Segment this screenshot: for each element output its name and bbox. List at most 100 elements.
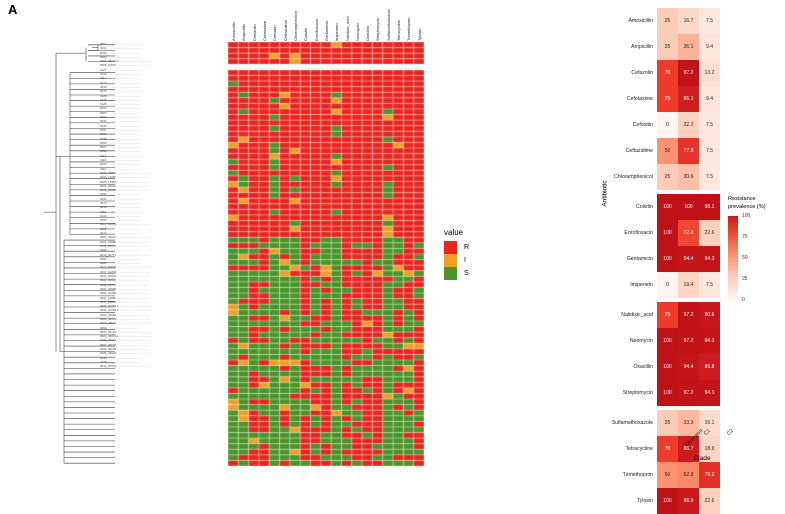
heatmap-b-row-label: Ceftazidime [625, 148, 653, 154]
heatmap-b-x-label: C1 [702, 428, 712, 437]
tree-tip-label: 0105 ·································· [100, 97, 140, 102]
tree-tip-label: 0018 ·································· [100, 205, 140, 210]
tree-tip-label: 0067 ·································· [100, 115, 140, 120]
heatmap-b-row: Ampicillin 25 36.1 9.4 [600, 34, 721, 60]
heatmap-b-cell: 22.2 [677, 112, 699, 138]
heatmap-b-cell: 97.2 [677, 60, 699, 86]
heatmap-b-row: Nalidixic_acid 75 97.2 90.6 [600, 302, 721, 328]
heatmap-b-cell: 86.7 [677, 436, 699, 462]
heatmap-b-row: Gentamicin 100 94.4 94.3 [600, 246, 721, 272]
tree-tip-label: 0026_14066 ·····························… [100, 175, 150, 180]
tree-tip-label: 0074 ·································· [100, 200, 140, 205]
heatmap-b-cell: 86.1 [677, 86, 699, 112]
resistance-legend-tick: 50 [742, 255, 748, 261]
value-legend-label: R [464, 244, 470, 251]
tree-tip-label: 0112 ·································· [100, 209, 140, 214]
tree-tip-label: 0002_09991 ·····························… [100, 278, 150, 283]
tree-tip-label: 0006_00005 ·····························… [100, 347, 150, 352]
tree-svg [44, 44, 115, 464]
tree-tip-label: 0006_04239-2 ···························… [100, 308, 153, 313]
heatmap-b-row: Cefoxitin 0 22.2 7.5 [600, 112, 721, 138]
tree-tip-label: 0101 ·································· [100, 46, 140, 51]
heatmap-b-cell: 13.2 [699, 60, 721, 86]
tree-tip-label: 0130 ·································· [100, 355, 140, 360]
tree-tip-label: 0047 ·································· [100, 127, 140, 132]
panel-a-label: A [8, 2, 18, 17]
heatmap-a-column-header: Streptomycin [375, 17, 381, 41]
heatmap-a-canvas [228, 42, 424, 466]
tree-tip-label: 0038 ·································· [100, 136, 140, 141]
tree-tip-label: 0032 ·································· [100, 123, 140, 128]
resistance-legend-tick: 75 [742, 234, 748, 240]
heatmap-b-x-label: Divergent [684, 428, 705, 448]
panel-b-x-axis-title: Clade [693, 455, 711, 462]
value-legend-label: S [464, 270, 469, 277]
heatmap-b-cell: 100 [656, 328, 678, 354]
heatmap-b-row-label: Cefoxitin [632, 122, 653, 128]
tree-tip-label: 0070 ·································· [100, 89, 140, 94]
heatmap-b-cell: 7.5 [699, 164, 721, 190]
tree-tip-label: 0217_11806 ·····························… [100, 299, 150, 304]
tree-tip-label: 0053 ·································· [100, 54, 140, 59]
resistance-legend-gradient-wrap: 100 75 50 25 0 [728, 213, 780, 303]
heatmap-a-column-header: Ceftazidime [282, 19, 288, 41]
heatmap-b-cell: 0 [656, 112, 678, 138]
tree-tip-label: 0002_09659 ·····························… [100, 222, 150, 227]
heatmap-a-column-header: Oxacillin [365, 25, 371, 41]
heatmap-a-column-header: Cefoxitin [272, 25, 278, 41]
heatmap-a-column-header: Neomycin [354, 23, 360, 41]
heatmap-b-cell: 100 [677, 194, 699, 220]
tree-tip-label: 0004_04023-1 ···························… [100, 334, 153, 339]
tree-tip-label: 0006_01556 ·····························… [100, 291, 150, 296]
figure-root: A 0052 ·································… [8, 2, 780, 514]
heatmap-b-cell: 100 [656, 246, 678, 272]
heatmap-b-cell: 97.2 [677, 328, 699, 354]
heatmap-b-cell: 88.9 [677, 488, 699, 514]
tree-tip-label: 0066 ·································· [100, 132, 140, 137]
heatmap-a-column-header: Tylosin [416, 28, 422, 41]
heatmap-b-cell: 25 [656, 164, 678, 190]
heatmap-b-cell: 25 [656, 34, 678, 60]
heatmap-b-cell: 0 [656, 272, 678, 298]
heatmap-b-cell: 18.9 [699, 436, 721, 462]
heatmap-b-cell: 86.8 [699, 354, 721, 380]
heatmap-b-row: Cefazolin 75 97.2 13.2 [600, 60, 721, 86]
heatmap-b-cell: 77.8 [677, 138, 699, 164]
tree-tip-label: 0052 ·································· [100, 42, 140, 46]
heatmap-b-row-label: Oxacillin [633, 364, 653, 370]
heatmap-b-cell: 75 [656, 436, 678, 462]
tree-tip-label: 0090 ·································· [100, 325, 140, 330]
heatmap-a-column-header: Ampicillin [241, 24, 247, 41]
heatmap-b-cell: 22.6 [699, 488, 721, 514]
heatmap-b-cell: 100 [656, 380, 678, 406]
heatmap-b-row-label: Cefazolin [631, 70, 653, 76]
heatmap-b-cell: 90.6 [699, 302, 721, 328]
heatmap-b-row: Colistin 100 100 98.1 [600, 194, 721, 220]
heatmap-b-row: Neomycin 100 97.2 94.3 [600, 328, 721, 354]
heatmap-b-row-label: Sulfamethoxazole [611, 420, 653, 426]
resistance-legend-tick: 100 [742, 213, 751, 219]
heatmap-b-row: Enrofloxacin 100 72.2 22.6 [600, 220, 721, 246]
heatmap-b-row-label: Amoxicillin [628, 18, 653, 24]
heatmap-b-row: Streptomycin 100 97.2 94.3 [600, 380, 721, 406]
heatmap-a-column-header: Colistin [303, 27, 309, 41]
heatmap-b-row: Oxacillin 100 94.4 86.8 [600, 354, 721, 380]
heatmap-b-cell: 19.4 [677, 272, 699, 298]
heatmap-b-cell: 9.4 [699, 86, 721, 112]
tree-tip-label: 0063 ·································· [100, 106, 140, 111]
tree-tip-label: 0110 ·································· [100, 166, 140, 171]
tree-tip-label: 0006_00253-2 ···························… [100, 304, 153, 309]
tree-tip-label: 0010_00771 ·····························… [100, 252, 150, 257]
heatmap-b-row-label: Cefotaxime [626, 96, 653, 102]
tree-tip-label: 0006_08231-2 ···························… [100, 59, 153, 64]
tree-tip-label: 0032 ·································· [100, 149, 140, 154]
heatmap-b-row-label: Chloramphenicol [614, 174, 653, 180]
tree-tip-label: 0006_03091 ·····························… [100, 338, 150, 343]
heatmap-b-row: Imipenem 0 19.4 7.5 [600, 272, 721, 298]
tree-tip-label: 0035 ·································· [100, 84, 140, 89]
heatmap-b-cell: 97.2 [677, 380, 699, 406]
value-legend-title: value [444, 228, 464, 237]
tree-tip-label: 0042 ·································· [100, 119, 140, 124]
